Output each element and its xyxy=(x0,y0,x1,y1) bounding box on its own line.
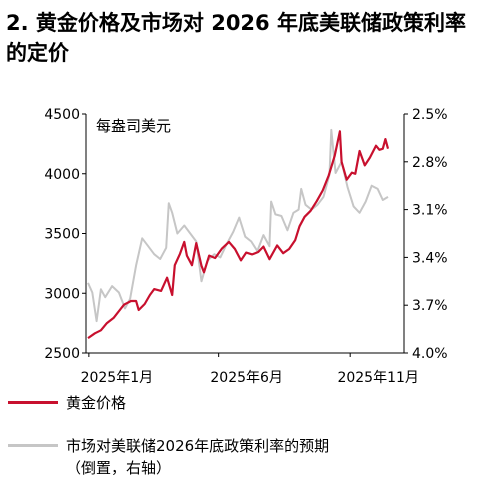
tick-labels: 4500 4000 3500 3000 2500 2.5% 2.8% 3.1% 3.4% 3.7%… xyxy=(44,107,447,386)
right-tick-label: 2.5% xyxy=(412,107,448,123)
series-line-gold-price xyxy=(87,130,390,340)
left-tick-label: 4500 xyxy=(44,107,80,123)
left-tick-label: 3000 xyxy=(44,286,80,302)
legend-label-rates: 市场对美联储2026年底政策利率的预期 （倒置，右轴） xyxy=(66,435,329,479)
unit-label: 每盎司美元 xyxy=(96,117,171,135)
legend-item-rates: 市场对美联储2026年底政策利率的预期 （倒置，右轴） xyxy=(8,435,329,479)
chart-title: 2. 黄金价格及市场对 2026 年底美联储政策利率的定价 xyxy=(6,11,466,65)
right-tick-label: 3.7% xyxy=(412,298,448,314)
legend-swatch-rates xyxy=(8,444,58,447)
legend-label-rates-name: 市场对美联储2026年底政策利率的预期 xyxy=(66,437,330,455)
legend-swatch-gold xyxy=(8,401,58,404)
right-tick-label: 3.1% xyxy=(412,203,448,219)
right-tick-label: 4.0% xyxy=(412,346,448,362)
left-tick-label: 4000 xyxy=(44,167,80,183)
axes xyxy=(82,113,408,357)
right-tick-label: 2.8% xyxy=(412,155,448,171)
legend-label-gold: 黄金价格 xyxy=(66,394,127,412)
left-tick-label: 2500 xyxy=(44,346,80,362)
series-line-rate-expectation xyxy=(87,128,389,323)
x-tick-label: 2025年6月 xyxy=(210,370,283,386)
legend-item-gold: 黄金价格 xyxy=(8,392,126,414)
series-lines xyxy=(87,128,390,340)
legend-label-rates-note: （倒置，右轴） xyxy=(66,459,172,477)
x-tick-label: 2025年11月 xyxy=(337,370,418,386)
left-tick-label: 3500 xyxy=(44,227,80,243)
right-tick-label: 3.4% xyxy=(412,250,448,266)
x-tick-label: 2025年1月 xyxy=(81,370,154,386)
